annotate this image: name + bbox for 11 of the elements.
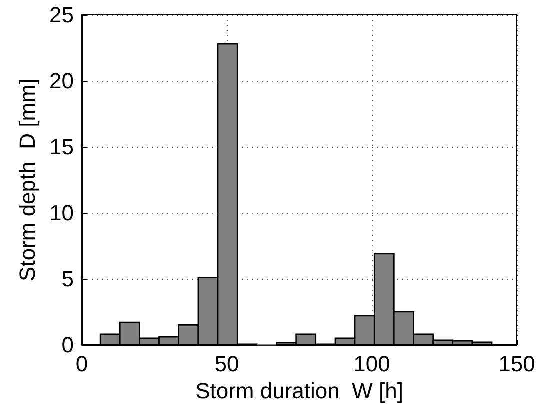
x-tick-label: 150 (498, 352, 536, 376)
y-tick-label: 5 (62, 266, 74, 292)
y-tick-label: 25 (50, 2, 74, 28)
y-axis-title: Storm depth D [mm] (15, 78, 40, 282)
y-tick-label: 0 (62, 332, 74, 358)
x-axis-title: Storm duration W [h] (196, 378, 404, 404)
y-tick-label: 10 (50, 200, 74, 226)
y-tick-label: 20 (50, 68, 74, 94)
x-tick-label: 100 (354, 352, 390, 376)
y-tick-label: 15 (50, 134, 74, 160)
x-tick-label: 50 (214, 352, 240, 376)
